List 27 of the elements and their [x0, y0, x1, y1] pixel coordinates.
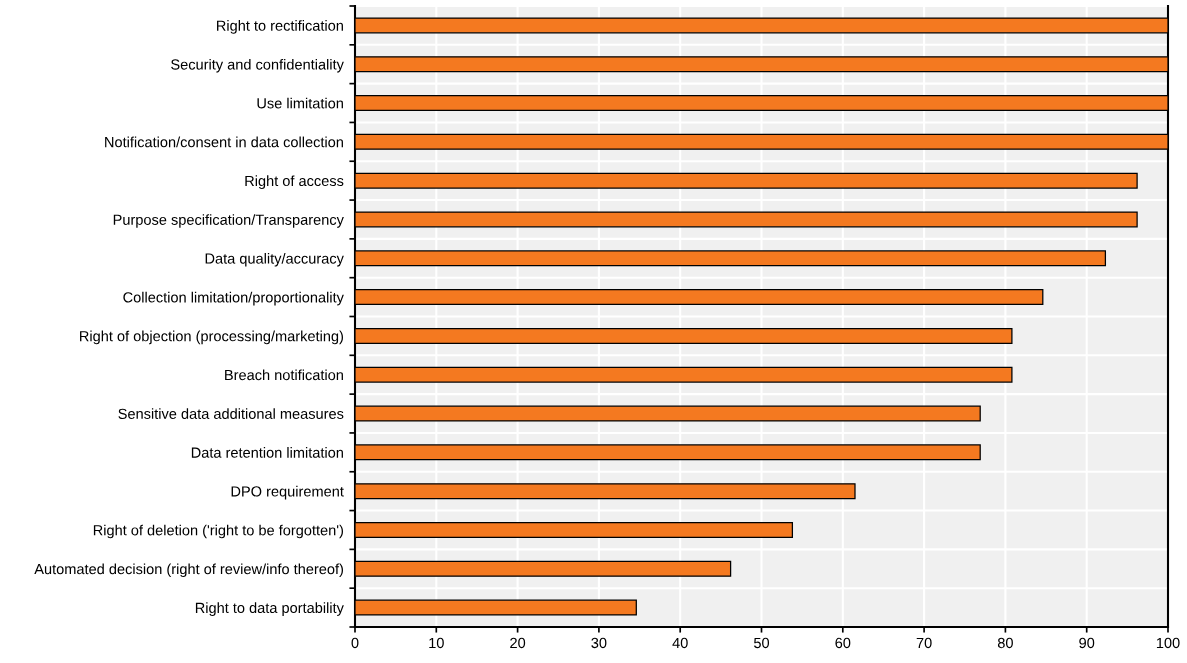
x-tick-label: 70	[916, 637, 932, 649]
y-tick-label: DPO requirement	[231, 485, 344, 500]
y-tick-label: Right to rectification	[217, 20, 343, 34]
y-tick-label: Security and confidentiality	[171, 58, 344, 73]
x-tick-label: 30	[591, 637, 607, 649]
y-tick-label: Automated decision (right of review/info thereof)	[34, 563, 344, 578]
y-tick-label: Data quality/accuracy	[205, 253, 344, 267]
y-tick-label: Breach notification	[225, 369, 343, 381]
x-tick-label: 80	[997, 637, 1013, 649]
y-tick-label: Right to data portability	[195, 602, 344, 616]
y-tick-label: Use limitation	[257, 97, 343, 109]
x-tick-label: 60	[835, 637, 851, 649]
y-tick-label: Data retention limitation	[191, 447, 343, 458]
y-tick-label: Right of deletion ('right to be forgotten')	[93, 524, 343, 539]
x-tick-label: 100	[1156, 637, 1180, 649]
x-tick-label: 50	[753, 637, 770, 649]
x-tick-label: 0	[351, 637, 359, 649]
y-tick-label: Sensitive data additional measures	[118, 408, 344, 419]
y-tick-label: Collection limitation/proportionality	[123, 291, 344, 306]
y-tick-label: Right of access	[245, 175, 344, 189]
x-tick-label: 40	[672, 637, 688, 649]
y-tick-label: Right of objection (processing/marketing)	[80, 330, 343, 345]
y-tick-label: Notification/consent in data collection	[105, 136, 343, 148]
x-tick-label: 20	[510, 637, 526, 649]
x-tick-label: 10	[429, 637, 444, 649]
x-tick-label: 90	[1079, 637, 1095, 649]
y-tick-label: Purpose specification/Transparency	[113, 214, 344, 228]
